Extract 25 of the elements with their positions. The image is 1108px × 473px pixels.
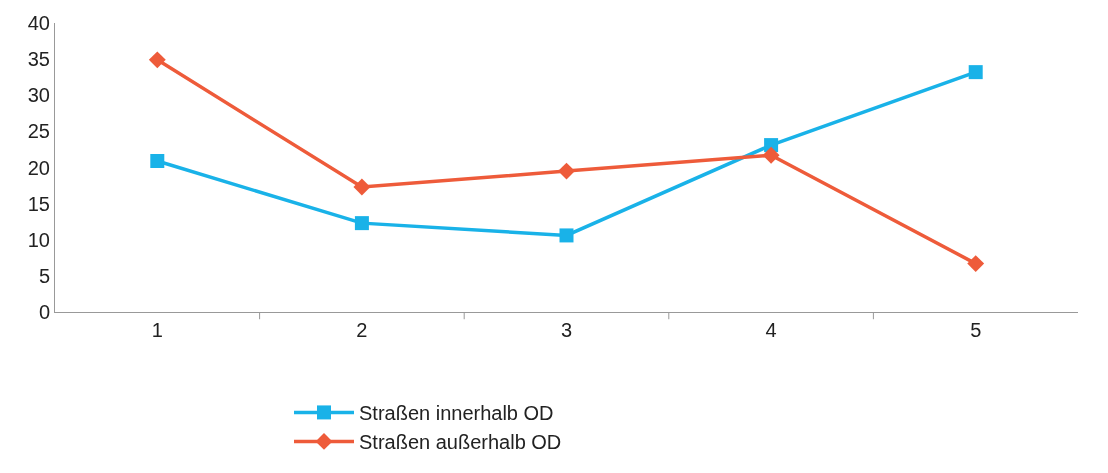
x-tick-label: 2	[356, 319, 368, 341]
y-tick-label: 30	[27, 84, 50, 107]
legend-label: Straßen außerhalb OD	[359, 431, 562, 454]
point	[762, 146, 780, 164]
point	[150, 154, 165, 168]
point	[148, 51, 166, 69]
legend-label: Straßen innerhalb OD	[359, 402, 554, 425]
y-tick-label: 10	[27, 228, 50, 251]
x-tick-label: 3	[560, 319, 573, 341]
y-tick-label: 25	[27, 120, 50, 143]
y-tick-label: 5	[38, 264, 50, 287]
x-tick-label: 4	[765, 319, 777, 341]
y-tick-label: 20	[27, 156, 50, 179]
point	[968, 65, 983, 80]
point	[353, 178, 371, 196]
x-tick-label: 1	[151, 319, 163, 341]
point	[354, 216, 369, 231]
y-tick-label: 40	[27, 12, 50, 34]
x-tick-label: 5	[970, 319, 982, 341]
point	[559, 228, 574, 243]
y-tick-label: 15	[27, 192, 50, 215]
y-tick-label: 35	[27, 48, 50, 71]
point	[558, 162, 575, 180]
y-tick-label: 0	[38, 301, 50, 323]
point	[967, 255, 985, 273]
